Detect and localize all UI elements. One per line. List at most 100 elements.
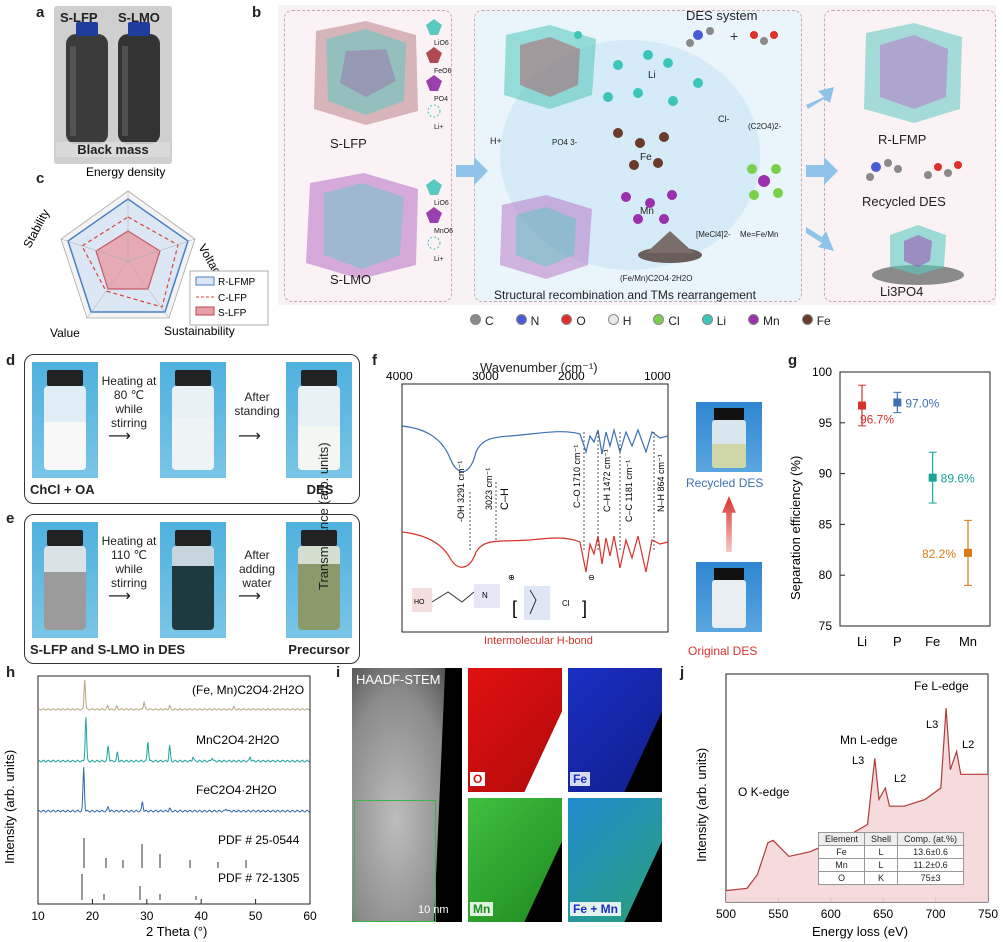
vial-label-slfp: S-LFP [60, 10, 98, 25]
species-po4: PO4 3- [552, 138, 578, 147]
chart-g-ticks: 75 80 85 90 95 100 Li P Fe Mn [812, 365, 977, 649]
cap-d-right: DES [306, 482, 334, 497]
radar-legend-clfp: C-LFP [218, 293, 247, 304]
chart-g-point [964, 548, 972, 557]
legend-li-b: Li+ [434, 256, 444, 263]
table-row: Mn L 11.2±0.6 [817, 858, 965, 872]
table-cell: 75±3 [897, 871, 965, 885]
fe-particles [613, 128, 669, 170]
chart-g-point [893, 398, 902, 407]
mecl4-complex [747, 164, 783, 200]
species-c2o4: (C2O4)2- [748, 122, 782, 131]
ftir-tick-1000: 1000 [644, 372, 671, 383]
panel-a-photo [54, 6, 172, 164]
slfp-label: S-LFP [330, 136, 367, 151]
eels-line [725, 708, 988, 892]
chart-g-data-label: 89.6% [941, 472, 975, 486]
table-row: Fe L 13.6±0.6 [817, 845, 965, 859]
ftir-annot-oh: -OH 3291 cm⁻¹ [456, 461, 466, 522]
chart-g-xtick-label: Mn [959, 634, 977, 649]
li3po4-label: Li3PO4 [880, 284, 924, 299]
chart-g-xtick-label: Li [857, 634, 867, 649]
atom-symbol: C [485, 314, 494, 328]
ftir-recycled-trace [401, 425, 669, 473]
haadf-scalebar-label: 10 nm [418, 904, 449, 916]
svg-text:]: ] [582, 598, 587, 618]
atom-dot-icon [748, 314, 760, 325]
table-head-comp: Comp. (at.%) [897, 832, 965, 846]
eels-o-edge: O K-edge [738, 785, 790, 799]
map-o-label: O [470, 772, 486, 786]
table-cell: L [864, 858, 899, 872]
radar-axis-stability: Stability [20, 207, 52, 251]
panel-a-label: a [36, 4, 45, 21]
arrow-to-recycled [806, 157, 838, 185]
vial-d3 [286, 362, 352, 478]
vial-d2 [160, 362, 226, 478]
svg-text:[: [ [512, 598, 517, 618]
xrd-trace [37, 679, 310, 711]
eels-xtick-label: 550 [768, 907, 788, 921]
xrd-ticks: 10 20 30 40 50 60 [31, 899, 317, 923]
ftir-annot-ch: C–H [499, 488, 511, 510]
species-cl: Cl- [718, 114, 730, 124]
atom-legend-item: O [561, 314, 586, 328]
atom-legend-item: Cl [653, 314, 680, 328]
xrd-xtick-label: 20 [86, 909, 100, 923]
map-fe-mn [568, 798, 662, 922]
table-cell: Fe [817, 845, 866, 859]
chart-g-point [928, 473, 937, 482]
svg-text:+: + [730, 28, 738, 44]
arrow-left-to-mid [456, 157, 488, 185]
species-li: Li [648, 70, 656, 81]
panel-c-label: c [36, 170, 45, 187]
panel-b-label: b [252, 4, 262, 21]
atom-symbol: H [622, 314, 632, 328]
chart-g-data-label: 82.2% [922, 547, 956, 561]
slfp-legend-glyphs [426, 19, 442, 118]
cap-d-left: ChCl + OA [30, 482, 95, 497]
map-mn-label: Mn [470, 902, 494, 916]
table-cell: L [864, 845, 899, 859]
xrd-label-mn: MnC2O4·2H2O [196, 733, 279, 747]
table-cell: Mn [817, 858, 866, 872]
radar-c-lfp [81, 216, 179, 308]
ftir-tick-2000: 2000 [558, 372, 585, 383]
atom-dot-icon [653, 314, 665, 325]
eels-fe-l2: L2 [962, 739, 974, 751]
xrd-chart: Intensity (arb. units) 2 Theta (°) 10 20 3… [2, 675, 317, 939]
eels-xtick-label: 750 [978, 907, 998, 921]
eels-mn-edge: Mn L-edge [840, 733, 898, 747]
atom-legend-item: Li [701, 314, 726, 328]
haadf-title: HAADF-STEM [356, 672, 441, 687]
chart-g-xtick-label: Fe [925, 634, 940, 649]
mid-crystal-bottom [500, 195, 592, 279]
slmo-label: S-LMO [330, 272, 372, 287]
ftir-annot-co: C–O 1710 cm⁻¹ [572, 445, 582, 508]
eels-mn-l3: L3 [852, 755, 864, 767]
eels-xtick-label: 700 [926, 907, 946, 921]
mn-particles [621, 190, 677, 224]
xrd-xlabel: 2 Theta (°) [146, 924, 207, 939]
svg-text:⊖: ⊖ [588, 573, 595, 582]
slfp-crystal [314, 21, 418, 125]
chart-g-data-label: 97.0% [905, 396, 939, 410]
hbond-label: Intermolecular H-bond [484, 635, 593, 647]
radar-axis-value: Value [50, 326, 80, 340]
panel-h-label: h [6, 664, 16, 681]
panel-i-label: i [336, 664, 341, 681]
arrow-to-li3po4 [806, 227, 834, 251]
chart-g-ytick-label: 90 [819, 467, 833, 481]
species-fe: Fe [640, 152, 652, 163]
xrd-trace [37, 717, 310, 763]
table-cell: 13.6±0.6 [897, 845, 965, 859]
xrd-traces [37, 679, 310, 813]
chart-g-ylabel: Separation efficiency (%) [788, 456, 803, 600]
atom-symbol: Mn [763, 314, 780, 328]
slfp-legend: LiO6 FeO6 PO4 Li+ [434, 30, 452, 142]
panel-d-label: d [6, 352, 16, 369]
bottom-caption: Structural recombination and TMs rearran… [494, 288, 756, 302]
step-d1: Heating at 80 ℃ while stirring [101, 374, 157, 430]
recycled-des-label: Recycled DES [862, 194, 946, 209]
li3po4-crystal [872, 225, 964, 285]
